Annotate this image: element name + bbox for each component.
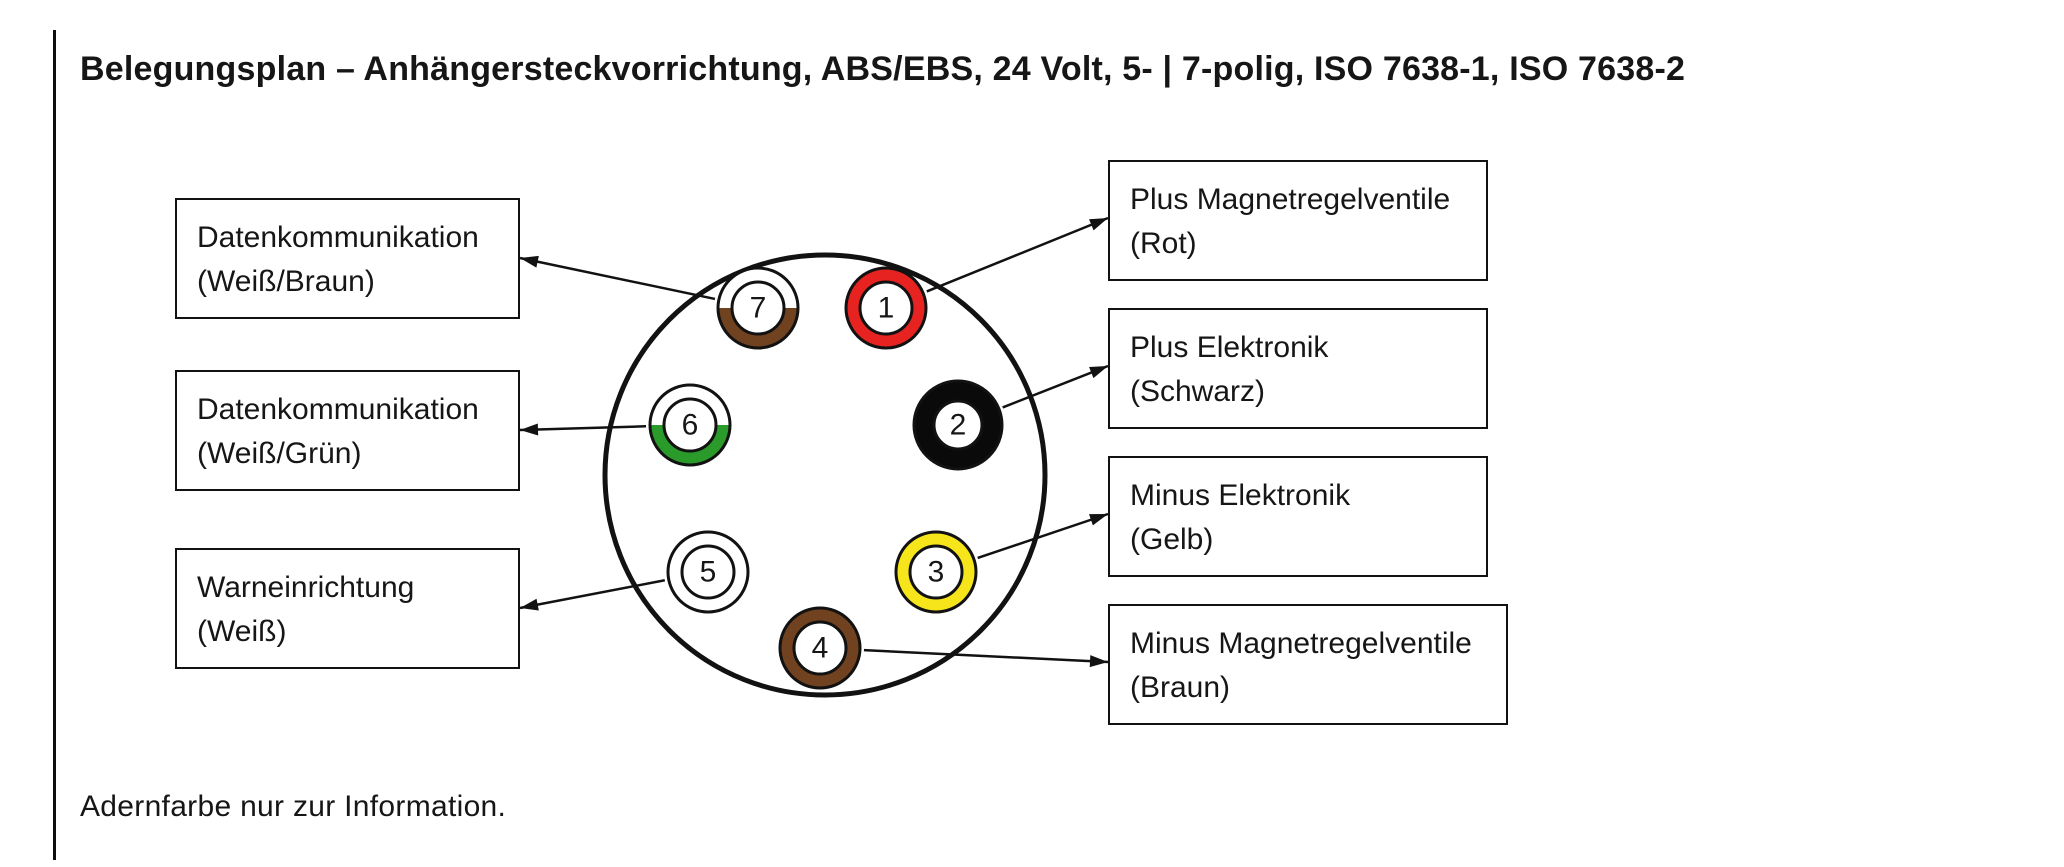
svg-text:6: 6 bbox=[682, 409, 699, 442]
svg-text:3: 3 bbox=[928, 556, 945, 589]
label-pin-3-line2: (Gelb) bbox=[1130, 518, 1466, 562]
label-pin-5-line1: Warneinrichtung bbox=[197, 566, 498, 610]
label-pin-2-line1: Plus Elektronik bbox=[1130, 326, 1466, 370]
label-pin-2-line2: (Schwarz) bbox=[1130, 370, 1466, 414]
svg-text:5: 5 bbox=[700, 556, 717, 589]
label-pin-7-line2: (Weiß/Braun) bbox=[197, 260, 498, 304]
label-pin-4-line2: (Braun) bbox=[1130, 666, 1486, 710]
label-pin-7: Datenkommunikation (Weiß/Braun) bbox=[175, 198, 520, 319]
svg-text:7: 7 bbox=[750, 292, 767, 325]
label-pin-6-line2: (Weiß/Grün) bbox=[197, 432, 498, 476]
label-pin-5-line2: (Weiß) bbox=[197, 610, 498, 654]
label-pin-5: Warneinrichtung (Weiß) bbox=[175, 548, 520, 669]
label-pin-2: Plus Elektronik (Schwarz) bbox=[1108, 308, 1488, 429]
diagram-page: Belegungsplan – Anhängersteckvorrichtung… bbox=[0, 0, 2064, 867]
label-pin-4: Minus Magnetregelventile (Braun) bbox=[1108, 604, 1508, 725]
label-pin-6-line1: Datenkommunikation bbox=[197, 388, 498, 432]
svg-text:1: 1 bbox=[878, 292, 895, 325]
label-pin-3-line1: Minus Elektronik bbox=[1130, 474, 1466, 518]
label-pin-3: Minus Elektronik (Gelb) bbox=[1108, 456, 1488, 577]
svg-text:4: 4 bbox=[812, 632, 829, 665]
svg-text:2: 2 bbox=[950, 409, 967, 442]
label-pin-7-line1: Datenkommunikation bbox=[197, 216, 498, 260]
label-pin-1: Plus Magnetregelventile (Rot) bbox=[1108, 160, 1488, 281]
label-pin-4-line1: Minus Magnetregelventile bbox=[1130, 622, 1486, 666]
label-pin-1-line1: Plus Magnetregelventile bbox=[1130, 178, 1466, 222]
label-pin-6: Datenkommunikation (Weiß/Grün) bbox=[175, 370, 520, 491]
label-pin-1-line2: (Rot) bbox=[1130, 222, 1466, 266]
